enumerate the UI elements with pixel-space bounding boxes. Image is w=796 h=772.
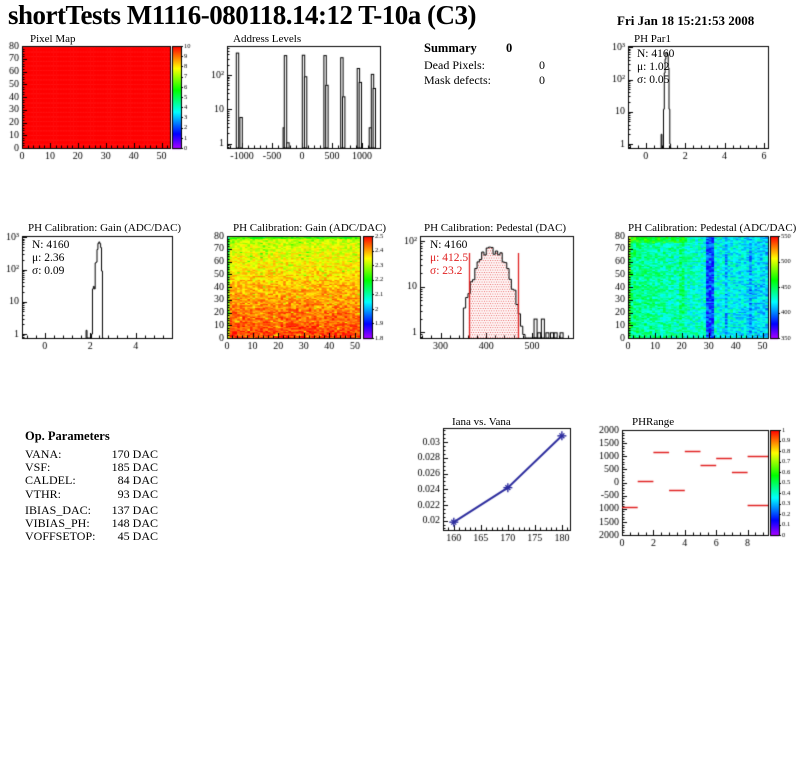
op-label: VANA: (25, 447, 62, 461)
stat-sigma: σ: 0.09 (32, 265, 65, 277)
stat-n: N: 4160 (430, 239, 468, 251)
op-row: CALDEL: 84 DAC (25, 473, 158, 488)
op-row: VOFFSETOP: 45 DAC (25, 529, 158, 544)
op-parameters-title: Op. Parameters (25, 429, 110, 443)
stat-n: N: 4160 (32, 239, 70, 251)
op-value: 45 DAC (117, 529, 158, 544)
op-label: CALDEL: (25, 473, 76, 488)
summary-row-value: 0 (539, 58, 545, 72)
op-row: VIBIAS_PH: 148 DAC (25, 515, 158, 530)
stat-n: N: 4160 (637, 48, 675, 60)
op-label: VOFFSETOP: (25, 529, 96, 544)
op-value: 84 DAC (117, 473, 158, 488)
op-value: 185 DAC (111, 460, 158, 475)
stats-box-gain-hist: N: 4160 μ: 2.36 σ: 0.09 (32, 239, 69, 278)
stat-sigma: σ: 0.05 (637, 74, 670, 86)
chart-title-address-levels: Address Levels (233, 33, 302, 45)
op-value: 170 DAC (111, 447, 158, 461)
stat-mu: μ: 412.5 (430, 252, 469, 264)
op-value: 137 DAC (111, 502, 158, 517)
chart-title-ph-range: PHRange (632, 416, 675, 428)
summary-row-label: Dead Pixels: (424, 58, 485, 72)
op-row: IBIAS_DAC: 137 DAC (25, 502, 158, 517)
summary-row-value: 0 (539, 73, 545, 87)
op-parameters-list: VANA: 170 DAC VSF: 185 DAC CALDEL: 84 DAC V… (25, 447, 158, 544)
summary-value: 0 (506, 41, 513, 55)
chart-title-gain-hist: PH Calibration: Gain (ADC/DAC) (28, 222, 182, 234)
op-row: VSF: 185 DAC (25, 460, 158, 475)
stat-mu: μ: 1.02 (637, 61, 670, 73)
chart-title-pedestal-map: PH Calibration: Pedestal (ADC/DAC) (628, 222, 796, 234)
op-label: IBIAS_DAC: (25, 502, 92, 517)
op-value: 148 DAC (111, 515, 158, 530)
stats-box-ph-par1: N: 4160 μ: 1.02 σ: 0.05 (637, 48, 674, 87)
page-title: shortTests M1116-080118.14:12 T-10a (C3) (8, 0, 477, 30)
op-row: VANA: 170 DAC (25, 447, 158, 461)
stat-mu: μ: 2.36 (32, 252, 65, 264)
stat-sigma: σ: 23.2 (430, 265, 463, 277)
op-row: VTHR: 93 DAC (25, 486, 158, 501)
op-label: VIBIAS_PH: (25, 515, 90, 530)
op-label: VTHR: (25, 486, 61, 501)
chart-title-gain-map: PH Calibration: Gain (ADC/DAC) (233, 222, 387, 234)
stats-box-pedestal-hist: N: 4160 μ: 412.5 σ: 23.2 (430, 239, 468, 278)
chart-title-ph-par1: PH Par1 (634, 33, 671, 45)
summary-title: Summary (424, 41, 477, 55)
chart-title-iana-vs-vana: Iana vs. Vana (452, 416, 511, 428)
timestamp: Fri Jan 18 15:21:53 2008 (617, 13, 755, 28)
chart-title-pixel-map: Pixel Map (30, 33, 76, 45)
summary-row-label: Mask defects: (424, 73, 491, 87)
chart-title-pedestal-hist: PH Calibration: Pedestal (DAC) (424, 222, 567, 234)
op-label: VSF: (25, 460, 51, 475)
op-value: 93 DAC (117, 486, 158, 501)
